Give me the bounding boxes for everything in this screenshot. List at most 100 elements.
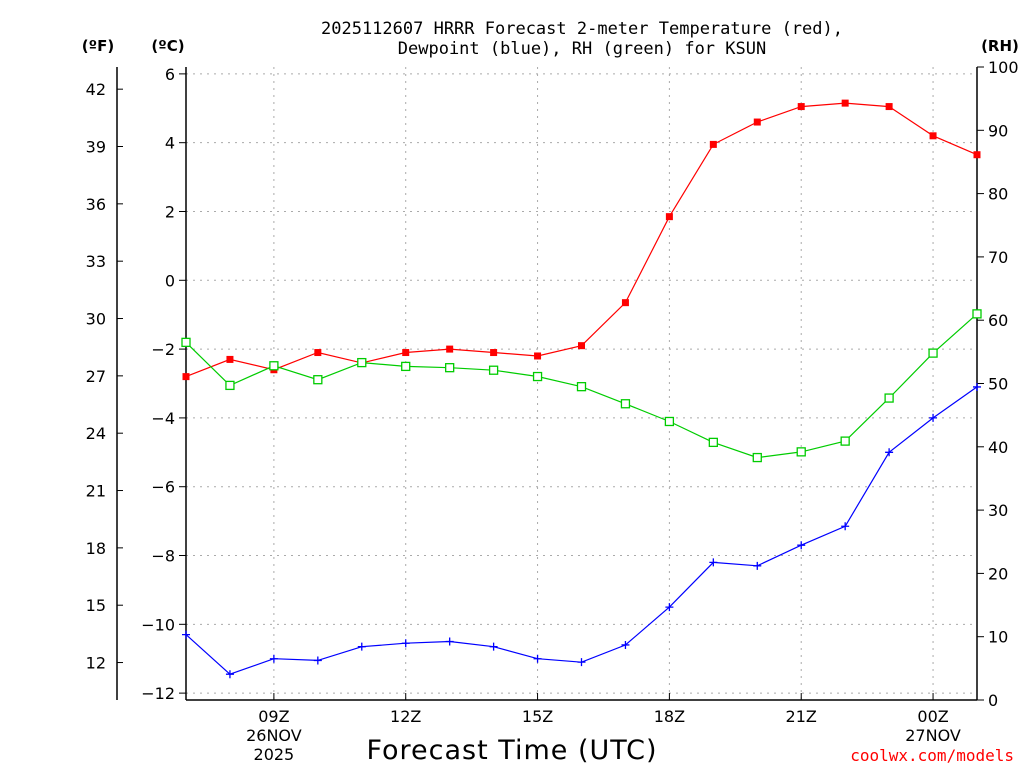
celsius-tick-label: 0: [165, 271, 175, 290]
dewpoint-point: [753, 561, 762, 570]
rh-point: [225, 380, 235, 391]
fahrenheit-unit-label: (ºF): [82, 37, 114, 55]
fahrenheit-tick-label: 21: [86, 482, 106, 501]
temperature-point: [885, 103, 893, 111]
fahrenheit-tick-label: 36: [86, 195, 106, 214]
rh-point: [884, 393, 894, 403]
temperature-point: [973, 151, 981, 159]
temperature-point: [797, 103, 805, 111]
dewpoint-point: [665, 603, 674, 612]
rh-point: [620, 399, 631, 409]
rh-point: [708, 437, 718, 448]
credit-text: coolwx.com/models: [850, 746, 1014, 765]
year-label: 2025: [254, 745, 295, 764]
celsius-tick-label: −10: [141, 615, 175, 634]
fahrenheit-tick-label: 15: [86, 596, 106, 615]
rh-point: [357, 357, 367, 368]
fahrenheit-axis: 42 39 36 33 30 27 24 21 18 15 12: [86, 80, 123, 673]
temperature-point: [665, 213, 673, 221]
rh-tick-label: 70: [988, 248, 1008, 267]
temperature-point: [621, 299, 629, 307]
fahrenheit-tick-label: 24: [86, 424, 106, 443]
rh-point: [664, 416, 675, 427]
celsius-tick-label: −6: [151, 478, 175, 497]
fahrenheit-tick-label: 12: [86, 654, 106, 673]
series-group: [181, 99, 982, 679]
x-axis-title: Forecast Time (UTC): [366, 735, 657, 766]
rh-point: [752, 452, 762, 463]
temperature-point: [446, 345, 454, 353]
gridlines: [186, 67, 977, 700]
time-tick-label: 00Z: [917, 707, 948, 726]
rh-point: [796, 447, 806, 457]
fahrenheit-tick-label: 39: [86, 138, 106, 157]
celsius-axis: 6 4 2 0 −2 −4 −6 −8 −10 −12: [141, 65, 186, 703]
rh-tick-label: 40: [988, 438, 1008, 457]
time-tick-label: 12Z: [390, 707, 421, 726]
temperature-point: [841, 99, 849, 107]
dewpoint-point: [269, 654, 278, 663]
rh-point: [401, 361, 411, 372]
temperature-point: [226, 355, 234, 363]
temperature-point: [929, 132, 937, 140]
fahrenheit-tick-label: 33: [86, 252, 106, 271]
temperature-point: [753, 118, 761, 126]
celsius-tick-label: −2: [151, 340, 175, 359]
rh-point: [313, 375, 323, 385]
dewpoint-point: [929, 413, 938, 422]
temperature-point: [182, 373, 190, 381]
rh-tick-label: 80: [988, 185, 1008, 204]
dewpoint-point: [533, 654, 542, 663]
celsius-tick-label: −12: [141, 684, 175, 703]
date-label: 27NOV: [905, 726, 961, 745]
celsius-unit-label: (ºC): [151, 37, 184, 55]
dewpoint-point: [973, 382, 981, 391]
celsius-tick-label: −8: [151, 547, 175, 566]
rh-tick-label: 60: [988, 311, 1008, 330]
time-tick-label: 21Z: [786, 707, 817, 726]
rh-unit-label: (RH): [981, 37, 1019, 55]
dewpoint-point: [445, 637, 454, 646]
rh-tick-label: 0: [988, 691, 998, 710]
dewpoint-point: [401, 639, 410, 648]
celsius-tick-label: 4: [165, 134, 175, 153]
time-tick-label: 15Z: [522, 707, 553, 726]
rh-tick-label: 10: [988, 628, 1008, 647]
rh-point: [576, 382, 587, 392]
rh-point: [972, 309, 982, 319]
rh-tick-label: 30: [988, 501, 1008, 520]
rh-point: [840, 436, 850, 446]
rh-point: [269, 361, 279, 371]
time-tick-label: 18Z: [654, 707, 685, 726]
celsius-tick-label: 6: [165, 65, 175, 84]
temperature-point: [534, 352, 542, 360]
dewpoint-point: [357, 642, 366, 651]
dewpoint-point: [182, 630, 190, 639]
fahrenheit-tick-label: 18: [86, 539, 106, 558]
dewpoint-point: [313, 656, 322, 665]
chart-title-line1: 2025112607 HRRR Forecast 2-meter Tempera…: [321, 19, 843, 39]
rh-point: [445, 363, 455, 373]
date-label: 26NOV: [246, 726, 302, 745]
temperature-point: [490, 349, 498, 357]
temperature-point: [709, 140, 717, 148]
dewpoint-point: [841, 522, 850, 531]
temperature-point: [314, 349, 322, 357]
chart-title-line2: Dewpoint (blue), RH (green) for KSUN: [398, 39, 766, 59]
celsius-tick-label: −4: [151, 409, 175, 428]
dewpoint-point: [797, 541, 806, 550]
fahrenheit-tick-label: 42: [86, 80, 106, 99]
dewpoint-point: [225, 670, 234, 679]
fahrenheit-tick-label: 27: [86, 367, 106, 386]
dewpoint-point: [621, 640, 630, 649]
rh-tick-label: 20: [988, 564, 1008, 583]
temperature-point: [578, 342, 585, 350]
celsius-tick-label: 2: [165, 202, 175, 221]
dewpoint-point: [709, 558, 718, 567]
rh-point: [928, 348, 938, 358]
temperature-point: [402, 349, 410, 357]
